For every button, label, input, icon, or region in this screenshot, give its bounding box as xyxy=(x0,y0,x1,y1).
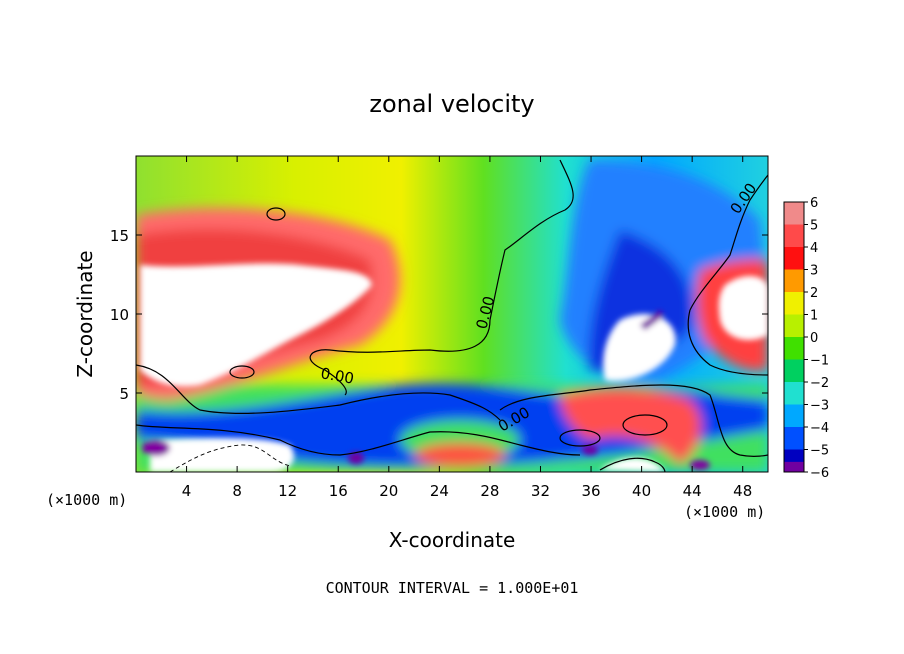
colorbar-label: 6 xyxy=(810,196,818,211)
x-tick-label: 16 xyxy=(329,482,348,500)
colorbar-label: −4 xyxy=(810,421,829,436)
colorbar-label: 5 xyxy=(810,219,818,234)
y-unit-label: (×1000 m) xyxy=(46,491,127,509)
x-tick-label: 36 xyxy=(581,482,600,500)
x-tick-label: 40 xyxy=(632,482,651,500)
colorbar-label: −2 xyxy=(810,376,829,391)
colorbar-swatch xyxy=(784,427,804,450)
x-tick-label: 32 xyxy=(531,482,550,500)
x-tick-label: 48 xyxy=(733,482,752,500)
colorbar-label: 1 xyxy=(810,309,818,324)
y-axis: 5 10 15 xyxy=(110,227,768,403)
colorbar-label: −3 xyxy=(810,399,829,414)
colorbar-label: −5 xyxy=(810,444,829,459)
colorbar-swatch xyxy=(784,461,804,472)
colorbar-swatch xyxy=(784,292,804,315)
colorbar-swatch xyxy=(784,359,804,383)
x-axis: 4 8 12 16 20 24 28 32 36 40 44 48 xyxy=(182,156,752,500)
contour-label: 0.00 xyxy=(319,364,355,388)
x-tick-label: 12 xyxy=(278,482,297,500)
colorbar-label: 2 xyxy=(810,286,818,301)
x-tick-label: 20 xyxy=(379,482,398,500)
x-tick-label: 8 xyxy=(232,482,242,500)
colorbar-swatch xyxy=(784,404,804,428)
colorbar-swatch xyxy=(784,247,804,270)
colorbar-label: 0 xyxy=(810,331,818,346)
x-tick-label: 4 xyxy=(182,482,192,500)
colorbar-label: 3 xyxy=(810,264,818,279)
colorbar-swatch xyxy=(784,314,804,338)
y-tick-label: 10 xyxy=(110,306,129,324)
colorbar-swatch xyxy=(784,269,804,293)
colorbar-swatch xyxy=(784,224,804,248)
y-tick-label: 15 xyxy=(110,227,129,245)
x-tick-label: 44 xyxy=(683,482,702,500)
colorbar-label: 4 xyxy=(810,241,818,256)
colorbar-swatch xyxy=(784,382,804,405)
colorbar-swatch xyxy=(784,202,804,225)
y-axis-label: Z-coordinate xyxy=(73,250,97,377)
x-axis-label: X-coordinate xyxy=(389,528,516,552)
x-tick-label: 28 xyxy=(480,482,499,500)
chart-title: zonal velocity xyxy=(369,90,534,118)
y-tick-label: 5 xyxy=(119,385,129,403)
x-tick-label: 24 xyxy=(430,482,449,500)
contour-interval-note: CONTOUR INTERVAL = 1.000E+01 xyxy=(326,579,579,597)
colorbar-swatch xyxy=(784,337,804,360)
x-unit-label: (×1000 m) xyxy=(684,503,765,521)
colorbar-label: −1 xyxy=(810,354,829,369)
colorbar: 6 5 4 3 2 1 0 −1 −2 −3 −4 −5 −6 xyxy=(783,196,829,481)
colorbar-label: −6 xyxy=(810,466,829,481)
heatmap-field xyxy=(136,156,768,472)
